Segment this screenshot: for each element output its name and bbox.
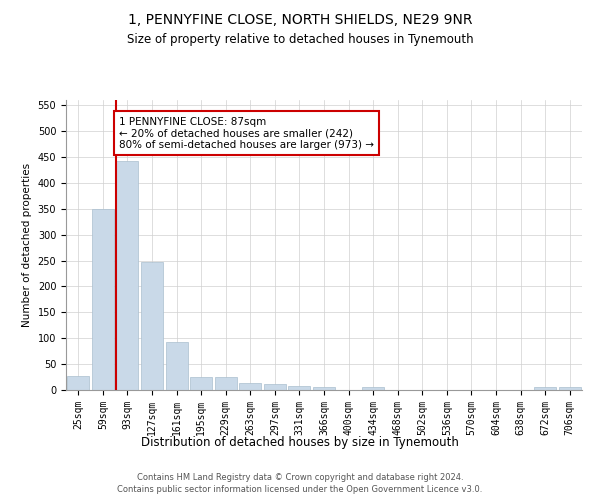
Bar — [116, 160, 139, 390]
Y-axis label: Number of detached properties: Number of detached properties — [22, 163, 32, 327]
Text: 1, PENNYFINE CLOSE, NORTH SHIELDS, NE29 9NR: 1, PENNYFINE CLOSE, NORTH SHIELDS, NE29 … — [128, 12, 472, 26]
Text: 1 PENNYFINE CLOSE: 87sqm
← 20% of detached houses are smaller (242)
80% of semi-: 1 PENNYFINE CLOSE: 87sqm ← 20% of detach… — [119, 116, 374, 150]
Bar — [534, 388, 556, 390]
Bar — [289, 386, 310, 390]
Bar — [190, 377, 212, 390]
Bar — [141, 262, 163, 390]
Bar — [67, 376, 89, 390]
Bar — [313, 387, 335, 390]
Bar — [92, 209, 114, 390]
Bar — [215, 377, 237, 390]
Bar — [559, 388, 581, 390]
Text: Distribution of detached houses by size in Tynemouth: Distribution of detached houses by size … — [141, 436, 459, 449]
Text: Size of property relative to detached houses in Tynemouth: Size of property relative to detached ho… — [127, 32, 473, 46]
Text: Contains HM Land Registry data © Crown copyright and database right 2024.: Contains HM Land Registry data © Crown c… — [137, 473, 463, 482]
Bar — [166, 342, 188, 390]
Bar — [362, 388, 384, 390]
Bar — [264, 384, 286, 390]
Text: Contains public sector information licensed under the Open Government Licence v3: Contains public sector information licen… — [118, 484, 482, 494]
Bar — [239, 383, 262, 390]
